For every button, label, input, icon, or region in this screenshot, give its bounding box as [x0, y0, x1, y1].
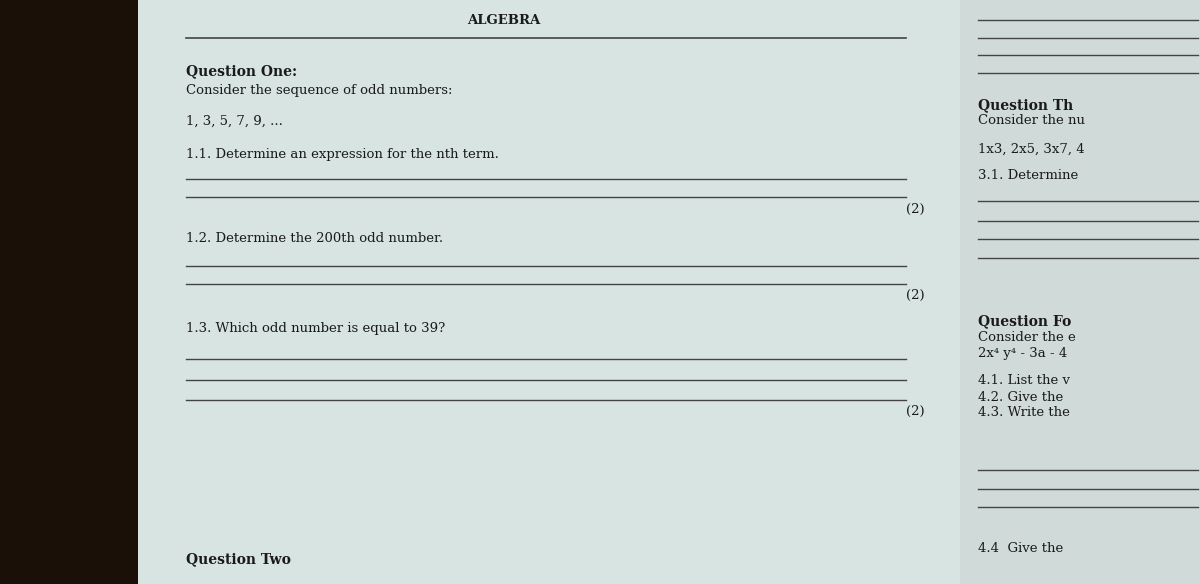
Text: (2): (2): [906, 405, 925, 418]
Text: 1.1. Determine an expression for the nth term.: 1.1. Determine an expression for the nth…: [186, 148, 499, 161]
Text: Question Two: Question Two: [186, 552, 290, 566]
Text: 2x⁴ y⁴ - 3a - 4: 2x⁴ y⁴ - 3a - 4: [978, 347, 1067, 360]
Text: 4.1. List the v: 4.1. List the v: [978, 374, 1070, 387]
Text: Question Th: Question Th: [978, 98, 1073, 112]
Text: Consider the nu: Consider the nu: [978, 114, 1085, 127]
Bar: [960, 0, 1200, 584]
Text: 4.4  Give the: 4.4 Give the: [978, 543, 1063, 555]
Text: (2): (2): [906, 289, 925, 302]
Text: 4.2. Give the: 4.2. Give the: [978, 391, 1063, 404]
Text: Question Fo: Question Fo: [978, 314, 1072, 328]
Text: ALGEBRA: ALGEBRA: [467, 14, 541, 27]
Text: Consider the e: Consider the e: [978, 331, 1075, 344]
Text: (2): (2): [906, 203, 925, 215]
Text: 1, 3, 5, 7, 9, ...: 1, 3, 5, 7, 9, ...: [186, 114, 283, 127]
Text: Question One:: Question One:: [186, 64, 298, 78]
Text: 1.3. Which odd number is equal to 39?: 1.3. Which odd number is equal to 39?: [186, 322, 445, 335]
Text: 3.1. Determine: 3.1. Determine: [978, 169, 1079, 182]
Text: Consider the sequence of odd numbers:: Consider the sequence of odd numbers:: [186, 84, 452, 97]
Text: 1x3, 2x5, 3x7, 4: 1x3, 2x5, 3x7, 4: [978, 142, 1085, 155]
Bar: [0, 0, 138, 584]
Text: 1.2. Determine the 200th odd number.: 1.2. Determine the 200th odd number.: [186, 232, 443, 245]
Text: 4.3. Write the: 4.3. Write the: [978, 406, 1070, 419]
Bar: [138, 0, 960, 584]
